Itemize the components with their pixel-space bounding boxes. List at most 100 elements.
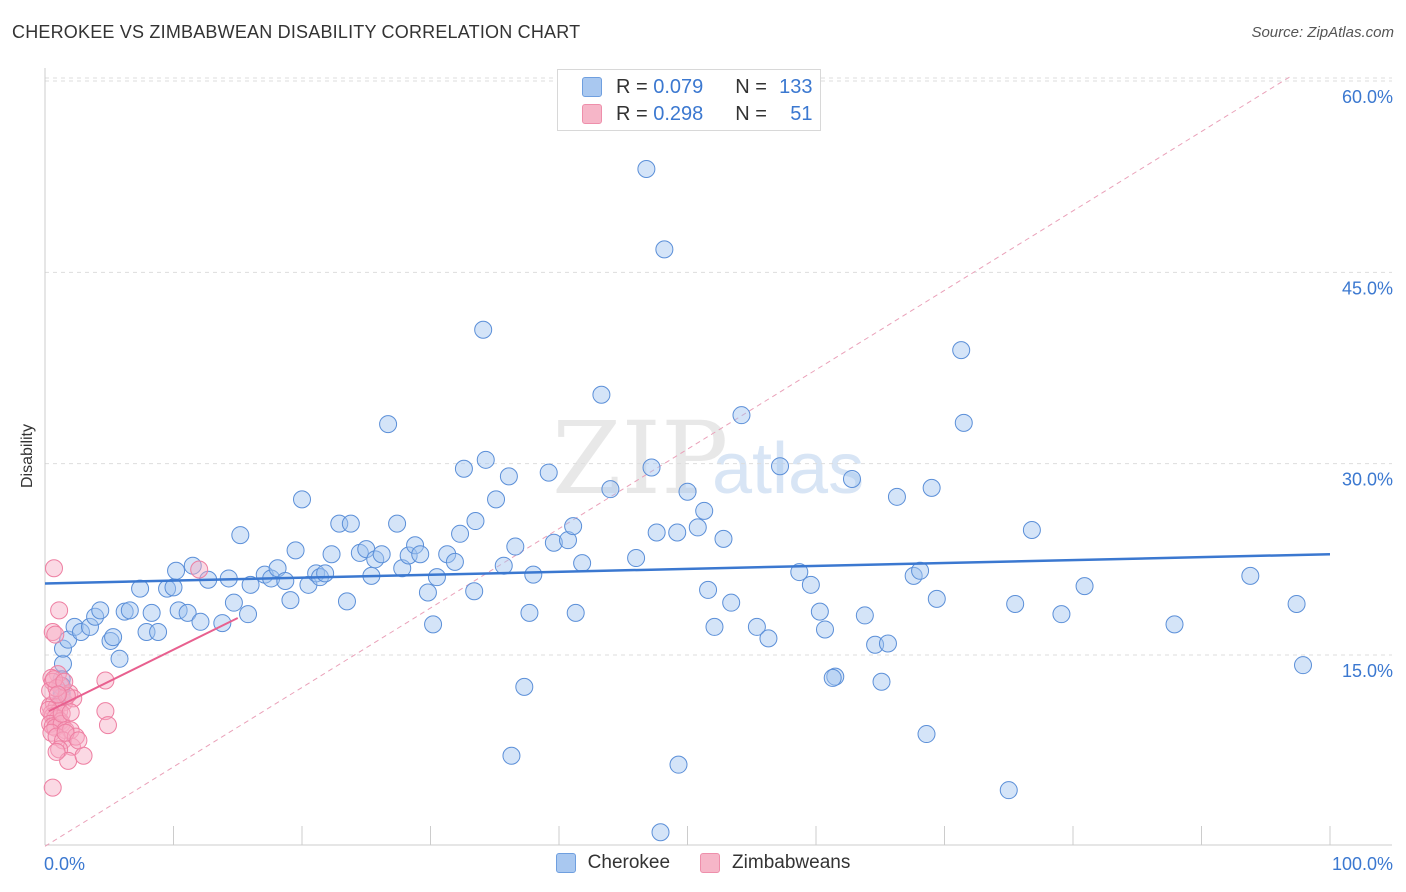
cherokee-point — [316, 564, 335, 583]
cherokee-point — [494, 556, 513, 575]
cherokee-point — [566, 603, 585, 622]
cherokee-point — [669, 755, 688, 774]
cherokee-point — [722, 593, 741, 612]
cherokee-point — [1075, 577, 1094, 596]
n-label: N = — [735, 102, 767, 125]
y-tick-label: 30.0% — [1342, 470, 1393, 490]
reference-dashed-line — [44, 75, 1292, 847]
cherokee-point — [499, 467, 518, 486]
cherokee-point — [445, 552, 464, 571]
cherokee-point — [293, 490, 311, 509]
trend-lines — [44, 552, 1331, 712]
cherokee-point — [866, 635, 885, 654]
cherokee-point — [149, 623, 168, 642]
legend-label-cherokee: Cherokee — [587, 852, 671, 873]
cherokee-point — [699, 580, 718, 599]
cherokee-point — [241, 575, 260, 594]
cherokee-point — [1165, 615, 1184, 634]
r-label: R = — [616, 75, 648, 98]
n-label: N = — [735, 75, 767, 98]
cherokee-point — [427, 568, 446, 587]
legend-row-cherokee: R = 0.079 N = 133 — [582, 74, 813, 100]
cherokee-point — [418, 583, 437, 602]
cherokee-swatch — [555, 853, 576, 873]
cherokee-point — [790, 563, 809, 582]
zimbabwean-point — [48, 685, 67, 704]
cherokee-point — [224, 593, 243, 612]
cherokee-trend-line — [44, 552, 1331, 585]
cherokee-point — [337, 592, 356, 611]
cherokee-point — [911, 561, 930, 580]
cherokee-point — [668, 523, 687, 542]
zimbabwean-point — [43, 778, 62, 797]
zimbabwean-point — [50, 601, 69, 620]
legend-item-zimbabweans[interactable]: Zimbabweans — [700, 852, 850, 874]
cherokee-point — [705, 617, 724, 636]
cherokee-point — [1006, 594, 1025, 613]
zimbabwean-trend-line — [48, 617, 239, 712]
n-value: 51 — [790, 102, 813, 125]
cherokee-point — [642, 458, 661, 477]
cherokee-point — [927, 589, 946, 608]
cherokee-swatch — [582, 77, 602, 97]
cherokee-point — [539, 463, 558, 482]
cherokee-point — [759, 629, 778, 648]
cherokee-point — [80, 617, 99, 636]
zimbabwean-point — [46, 625, 65, 644]
cherokee-point — [954, 413, 973, 432]
cherokee-point — [120, 601, 139, 620]
cherokee-point — [515, 677, 534, 696]
r-value: 0.298 — [653, 102, 704, 125]
cherokee-point — [1052, 605, 1071, 624]
cherokee-point — [573, 554, 592, 573]
cherokee-point — [239, 605, 258, 624]
cherokee-point — [855, 606, 874, 625]
cherokee-point — [651, 823, 670, 842]
cherokee-point — [917, 725, 936, 744]
zimbabwean-swatch — [700, 853, 721, 873]
cherokee-point — [53, 639, 72, 658]
cherokee-point — [286, 541, 305, 560]
cherokee-point — [1294, 656, 1313, 675]
r-value: 0.079 — [653, 75, 704, 98]
cherokee-point — [474, 320, 493, 339]
x-tick-label-min: 0.0% — [44, 854, 85, 874]
cherokee-point — [714, 529, 733, 548]
cherokee-point — [341, 514, 360, 533]
cherokee-point — [191, 612, 210, 631]
cherokee-point — [178, 603, 197, 622]
cherokee-point — [1241, 566, 1260, 585]
zimbabwean-point — [44, 670, 63, 689]
cherokee-point — [695, 501, 714, 520]
cherokee-point — [601, 480, 620, 499]
watermark-zip: ZIP — [552, 400, 729, 517]
r-label: R = — [616, 102, 648, 125]
cherokee-point — [167, 561, 186, 580]
correlation-legend: R = 0.079 N = 133 R = 0.298 N = 51 — [557, 69, 821, 131]
cherokee-point — [388, 514, 407, 533]
series-legend: Cherokee Zimbabweans — [0, 852, 1406, 874]
cherokee-point — [815, 620, 834, 639]
cherokee-point — [810, 602, 829, 621]
cherokee-point — [801, 575, 820, 594]
cherokee-point — [564, 517, 583, 536]
cherokee-point — [999, 781, 1018, 800]
cherokee-point — [372, 545, 391, 564]
cherokee-point — [878, 634, 897, 653]
cherokee-point — [922, 478, 941, 497]
cherokee-point — [592, 385, 611, 404]
cherokee-point — [887, 487, 906, 506]
cherokee-point — [276, 571, 295, 590]
cherokee-point — [1287, 594, 1306, 613]
legend-item-cherokee[interactable]: Cherokee — [555, 852, 671, 874]
cherokee-point — [424, 615, 443, 634]
cherokee-point — [454, 459, 473, 478]
y-tick-label: 45.0% — [1342, 278, 1393, 298]
axes — [44, 68, 1392, 846]
cherokee-point — [438, 545, 457, 564]
cherokee-point — [627, 549, 646, 568]
zimbabwean-swatch — [582, 104, 602, 124]
cherokee-point — [281, 591, 300, 610]
cherokee-point — [678, 482, 697, 501]
y-tick-label: 60.0% — [1342, 87, 1393, 107]
